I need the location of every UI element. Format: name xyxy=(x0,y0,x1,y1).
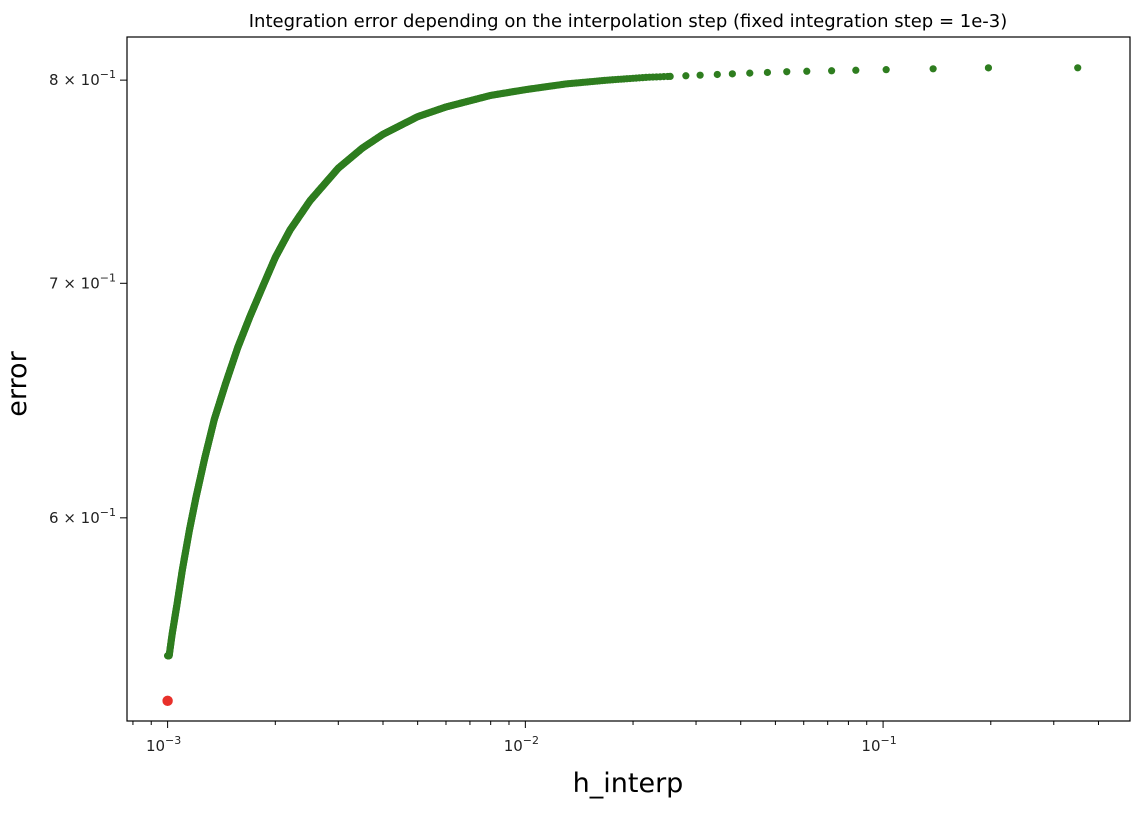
y-tick-exponent: −1 xyxy=(100,271,116,284)
y-tick-mantissa: 8 xyxy=(49,71,59,89)
data-point xyxy=(666,72,674,80)
x-tick-label: 10−2 xyxy=(504,734,539,755)
min-error-point xyxy=(162,695,173,707)
data-point xyxy=(682,72,690,80)
data-point xyxy=(783,68,791,76)
data-point xyxy=(929,65,937,73)
data-point xyxy=(165,649,174,658)
data-point xyxy=(1074,64,1082,72)
x-tick-base: 10 xyxy=(861,737,880,755)
plot-frame xyxy=(126,36,1131,722)
x-tick-exponent: −1 xyxy=(881,734,897,747)
y-tick-multiplier: × 10 xyxy=(59,274,100,292)
x-tick-label: 10−1 xyxy=(861,734,896,755)
data-point xyxy=(696,71,704,79)
data-point xyxy=(828,67,836,75)
data-point xyxy=(882,66,890,74)
data-points xyxy=(162,64,1082,707)
y-tick-label: 6 × 10−1 xyxy=(49,506,116,527)
y-tick-multiplier: × 10 xyxy=(59,71,100,89)
chart-title: Integration error depending on the inter… xyxy=(249,11,1008,32)
data-point xyxy=(728,70,736,78)
data-point xyxy=(852,66,860,74)
y-tick-mantissa: 6 xyxy=(49,509,59,527)
y-tick-mantissa: 7 xyxy=(49,274,59,292)
data-point xyxy=(803,67,811,75)
y-tick-label: 8 × 10−1 xyxy=(49,68,116,89)
data-point xyxy=(984,64,993,72)
y-tick-label: 7 × 10−1 xyxy=(49,271,116,292)
data-point xyxy=(713,70,721,79)
data-point xyxy=(763,68,772,77)
y-tick-exponent: −1 xyxy=(100,506,116,519)
y-tick-exponent: −1 xyxy=(100,68,116,81)
x-tick-base: 10 xyxy=(146,737,165,755)
data-point xyxy=(746,69,754,77)
y-tick-multiplier: × 10 xyxy=(59,509,100,527)
x-tick-exponent: −3 xyxy=(165,734,181,747)
axis-ticks: 10−3 10−2 10−16 × 10−17 × 10−18 × 10−1 xyxy=(49,68,1099,755)
y-axis-label: error xyxy=(2,350,33,416)
x-tick-label: 10−3 xyxy=(146,734,181,755)
x-tick-base: 10 xyxy=(504,737,523,755)
x-tick-exponent: −2 xyxy=(523,734,539,747)
x-axis-label: h_interp xyxy=(573,768,684,799)
